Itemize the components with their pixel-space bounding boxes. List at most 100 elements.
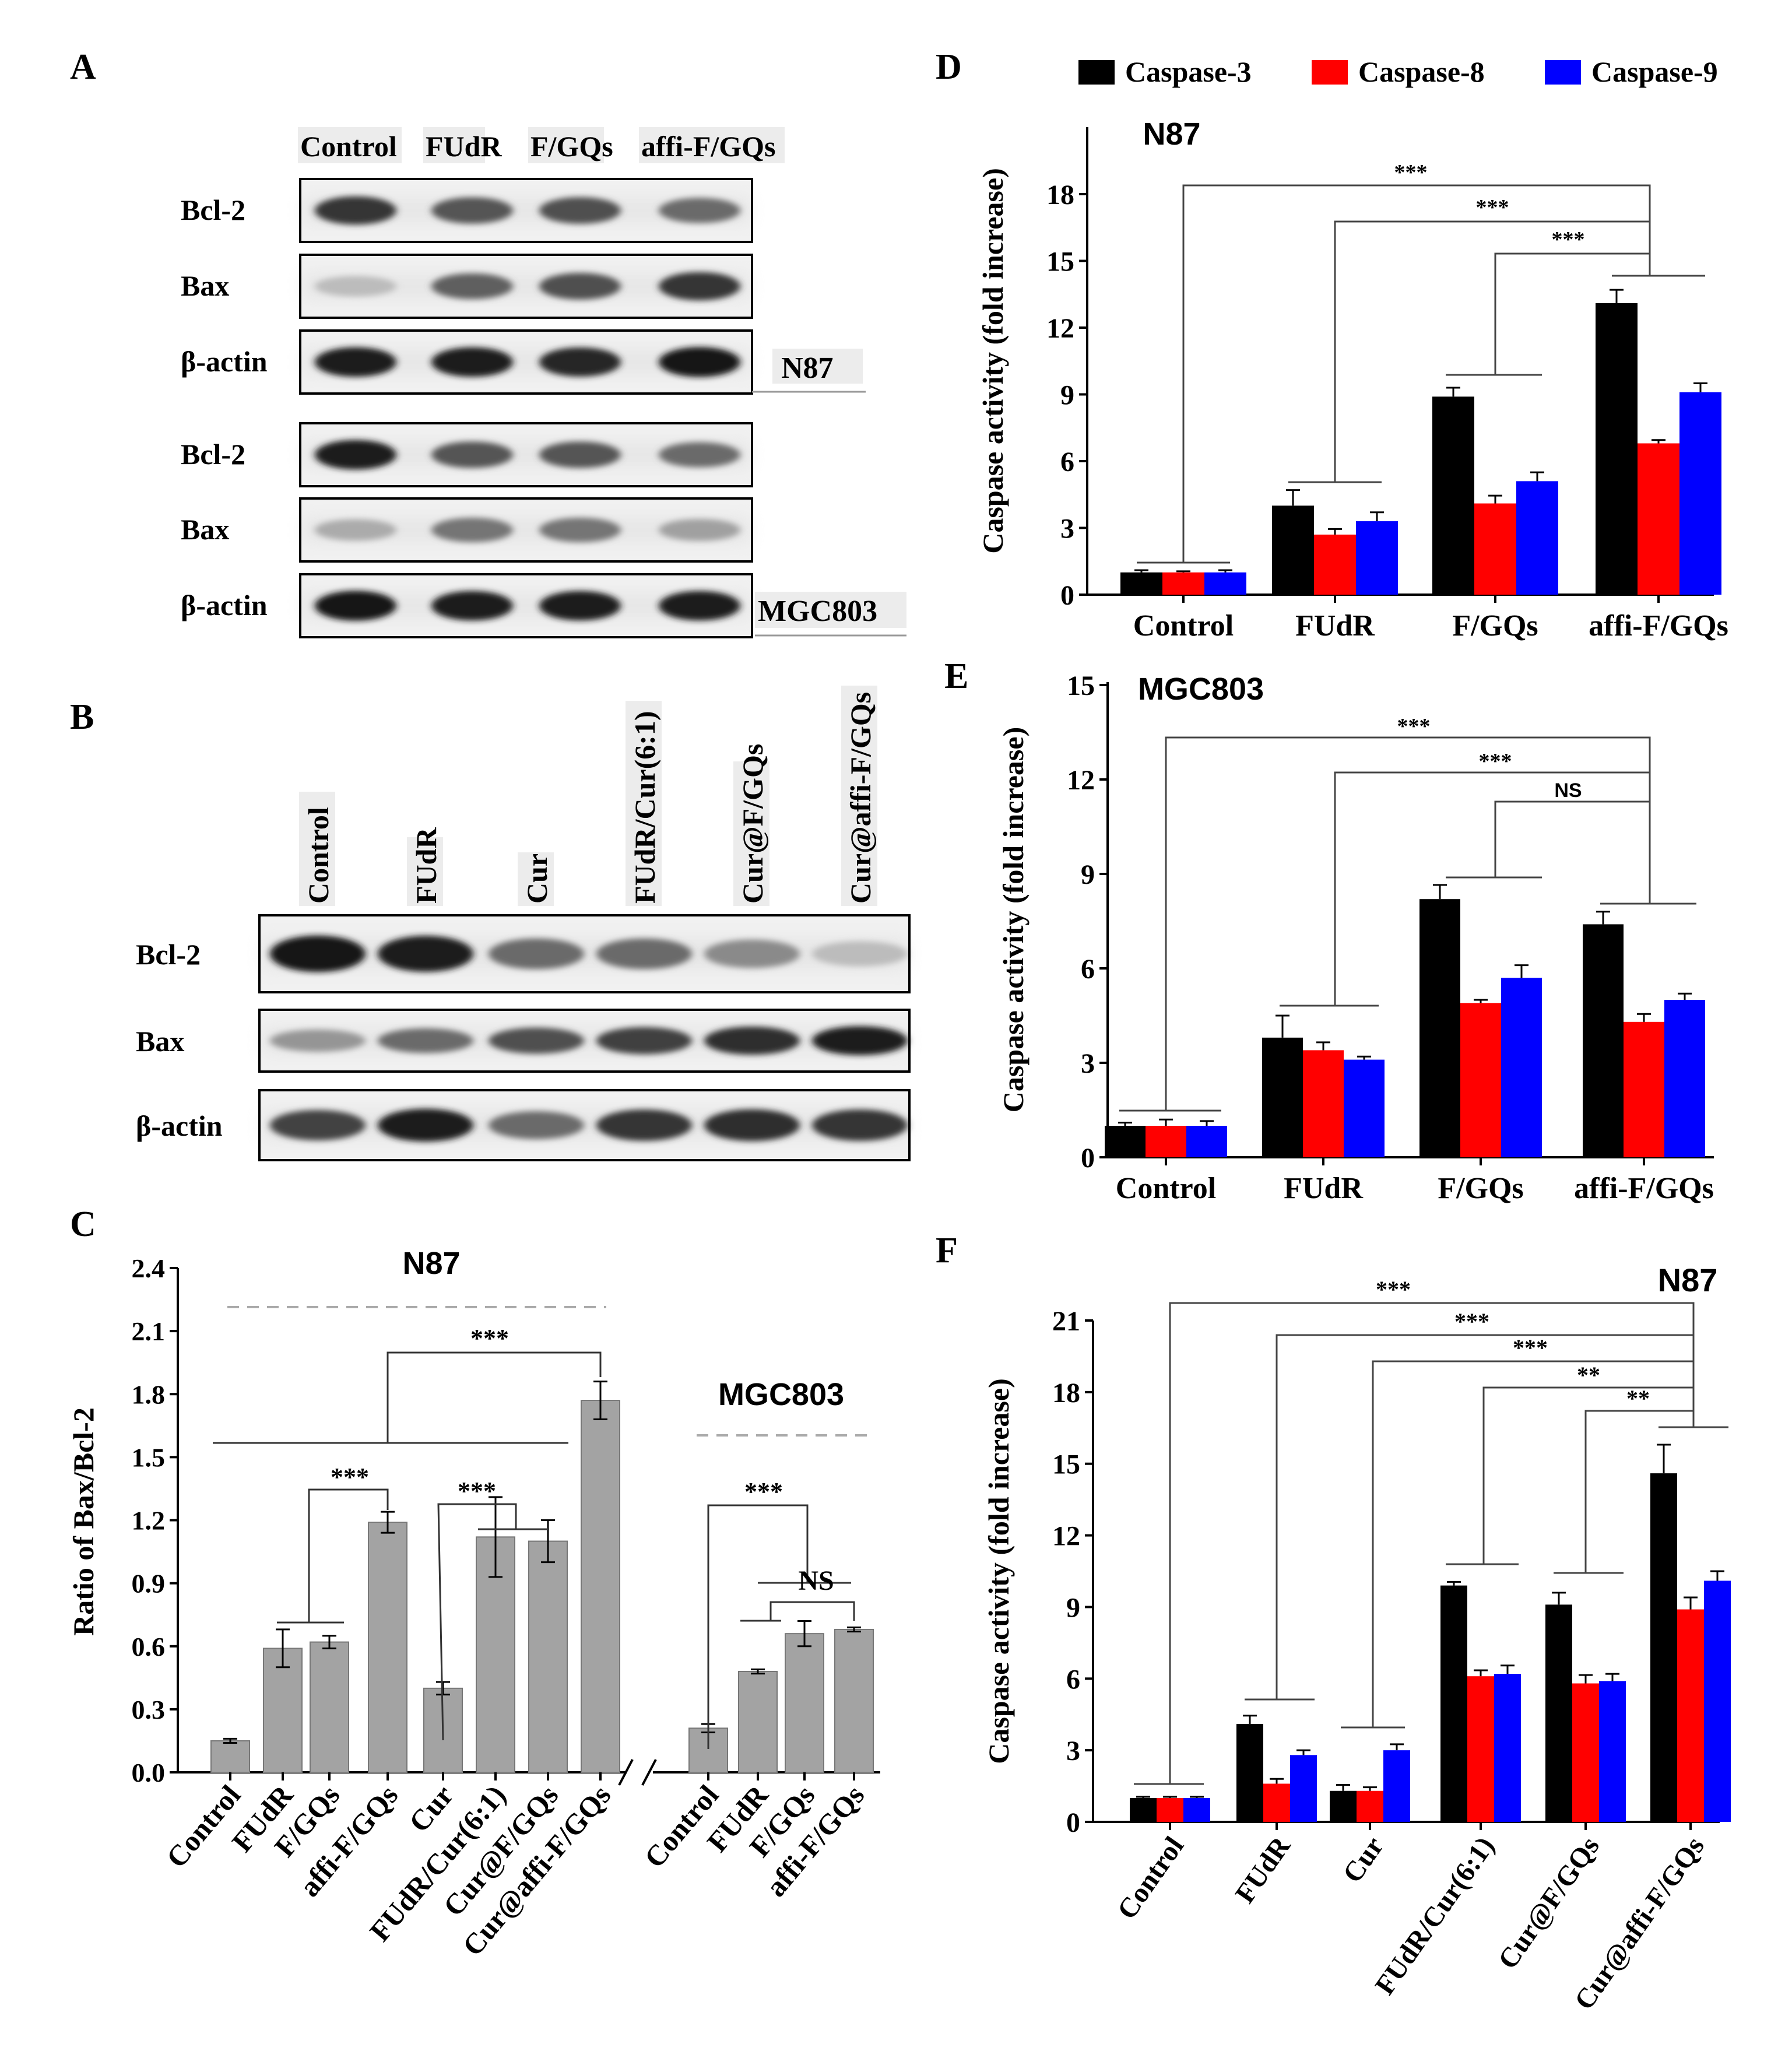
blot-row-label: β-actin: [181, 345, 268, 378]
significance-label: ***: [1394, 160, 1428, 185]
blot-band: [315, 196, 396, 225]
chart-title: N87: [1658, 1262, 1718, 1298]
lane-label: Cur@F/GQs: [736, 744, 769, 904]
significance-bracket: [308, 1488, 389, 1622]
blot-frame: [299, 254, 753, 319]
blot-row-label: Bax: [136, 1025, 184, 1058]
y-tick-label: 2.1: [132, 1316, 166, 1346]
cell-label-bg: [755, 592, 906, 628]
x-tick-label: Control: [1116, 1172, 1216, 1205]
blot-band: [270, 935, 366, 972]
blot-row-label: Bcl-2: [181, 438, 245, 470]
blot-band: [596, 938, 692, 970]
bar: [1460, 1003, 1501, 1157]
lane-label: Cur: [521, 854, 553, 904]
blot-band: [812, 1026, 908, 1055]
bar: [1272, 505, 1314, 595]
blot-band: [315, 591, 396, 621]
significance-bracket: [1334, 771, 1651, 1006]
blot-band: [659, 519, 740, 541]
lane-label-bg: [518, 852, 554, 906]
blot-band: [315, 519, 396, 541]
bar: [1596, 303, 1638, 595]
legend-swatch: [1078, 60, 1115, 85]
bar: [528, 1540, 568, 1773]
y-tick-label: 6: [1060, 447, 1074, 477]
bar: [1383, 1750, 1410, 1822]
x-tick-label: Cur@F/GQs: [1492, 1831, 1605, 1975]
y-tick-label: 12: [1052, 1521, 1080, 1552]
blot-band: [431, 273, 513, 300]
lane-label-bg: [407, 837, 443, 906]
y-tick-label: 1.2: [132, 1506, 166, 1536]
lane-label-bg: [423, 127, 485, 163]
blot-band: [378, 935, 473, 972]
significance-label: **: [1577, 1362, 1600, 1388]
blot-band: [539, 347, 621, 377]
y-tick-label: 2.4: [132, 1253, 166, 1283]
y-tick-label: 15: [1052, 1449, 1080, 1480]
cell-label-mgc803: MGC803: [758, 595, 877, 628]
blot-band: [431, 591, 513, 621]
bar: [581, 1400, 620, 1773]
x-tick-label: affi-F/GQs: [1574, 1172, 1714, 1205]
blot-row-label: β-actin: [181, 589, 268, 621]
x-tick-label: affi-F/GQs: [1589, 609, 1728, 642]
blot-band: [659, 347, 740, 377]
significance-label: ***: [1479, 749, 1512, 774]
y-tick-label: 0: [1081, 1143, 1095, 1174]
blot-band: [378, 1108, 473, 1142]
significance-bracket: [707, 1504, 809, 1749]
significance-label: ***: [331, 1463, 369, 1491]
bar: [1263, 1783, 1290, 1822]
blot-band: [270, 1029, 366, 1052]
bar: [1330, 1790, 1357, 1822]
lane-label: affi-F/GQs: [641, 130, 776, 163]
lane-label: FUdR/Cur(6:1): [628, 711, 661, 904]
bar: [1679, 392, 1721, 595]
blot-band: [539, 591, 621, 621]
significance-bracket: [1494, 252, 1651, 375]
axis-break: [618, 1759, 634, 1786]
bar: [1157, 1798, 1183, 1822]
chart-f: 0 3 6 9 12 15 18 21 Caspase activity (fold incre…: [982, 1262, 1731, 2015]
y-tick-label: 21: [1052, 1306, 1080, 1337]
blot-band: [270, 1109, 366, 1141]
legend-label: Caspase-8: [1358, 55, 1485, 88]
blot-band: [315, 347, 396, 377]
y-tick-label: 9: [1066, 1592, 1080, 1623]
blot-band: [315, 440, 396, 470]
blot-frame: [299, 422, 753, 487]
blot-band: [659, 198, 740, 223]
blot-band: [704, 1026, 800, 1055]
cell-label-bg: [772, 349, 863, 384]
y-tick-label: 0.3: [132, 1695, 166, 1725]
panel-letter-a: A: [70, 47, 96, 87]
significance-bracket: [1584, 1410, 1695, 1573]
y-tick-label: 18: [1052, 1378, 1080, 1409]
bar: [1704, 1581, 1731, 1822]
y-tick-label: 12: [1046, 313, 1074, 344]
significance-bracket: [1494, 800, 1651, 904]
bar: [1494, 1674, 1521, 1822]
significance-bracket: [1482, 1386, 1695, 1564]
y-tick-label: 3: [1066, 1736, 1080, 1767]
lane-label-bg: [841, 686, 877, 906]
y-tick-label: 0.9: [132, 1569, 166, 1599]
blot-band: [704, 1109, 800, 1142]
x-tick-label: Control: [1133, 609, 1234, 642]
blot-frame: [299, 573, 753, 638]
y-tick-label: 0: [1066, 1807, 1080, 1838]
lane-label: FUdR: [426, 130, 502, 163]
significance-label: ***: [744, 1477, 783, 1506]
bar: [1130, 1798, 1157, 1822]
axis-break: [641, 1759, 657, 1786]
bar: [1583, 924, 1624, 1157]
x-tick-label: Control: [1111, 1831, 1190, 1925]
significance-bracket: [1165, 736, 1651, 1111]
y-tick-label: 12: [1067, 765, 1095, 796]
bar: [785, 1633, 824, 1773]
bar: [1120, 572, 1162, 595]
blot-frame: [258, 1009, 911, 1073]
bar: [1440, 1585, 1467, 1822]
